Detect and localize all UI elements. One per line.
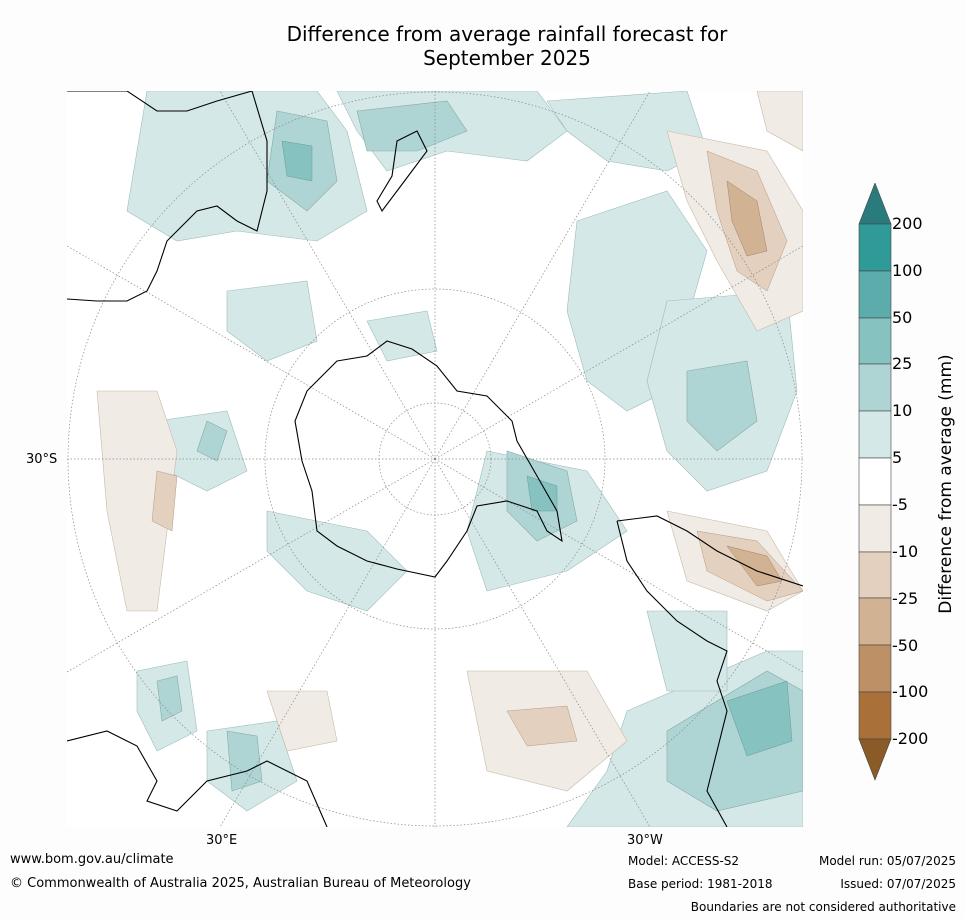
very-wet-anomaly-areas [281, 140, 793, 757]
australia-coastline [67, 91, 268, 302]
copyright-text: © Commonwealth of Australia 2025, Austra… [10, 876, 471, 891]
south-america-coastline [616, 515, 803, 827]
colorbar-tick: 5 [892, 448, 903, 467]
colorbar-under-arrow [858, 738, 892, 781]
colorbar-tick: 10 [892, 401, 913, 420]
colorbar-tick: 100 [892, 261, 923, 280]
rainfall-anomaly-map [67, 91, 803, 827]
strong-wet-anomaly-areas [156, 100, 803, 812]
title-line-2: September 2025 [423, 46, 591, 70]
model-run-date: Model run: 05/07/2025 [818, 854, 956, 868]
colorbar-tick: -25 [892, 589, 919, 608]
colorbar-over-arrow [858, 183, 892, 225]
issued-date: Issued: 07/07/2025 [840, 877, 956, 891]
colorbar [858, 183, 892, 781]
antarctica-coastline [294, 340, 563, 578]
colorbar-tick: -50 [892, 636, 919, 655]
new-zealand-coastline [376, 130, 428, 213]
coastlines [67, 91, 803, 827]
colorbar-tick: 50 [892, 308, 913, 327]
colorbar-tick: -100 [892, 682, 929, 701]
map-title: Difference from average rainfall forecas… [0, 22, 965, 70]
website-link[interactable]: www.bom.gov.au/climate [10, 852, 174, 867]
map-canvas [67, 91, 803, 827]
very-dry-anomaly-areas [726, 180, 783, 587]
colorbar-tick: 25 [892, 354, 913, 373]
boundary-disclaimer: Boundaries are not considered authoritat… [690, 900, 956, 914]
longitude-label-30w: 30°W [627, 833, 663, 848]
longitude-label-30e: 30°E [206, 833, 238, 848]
colorbar-tick: -5 [892, 495, 908, 514]
latitude-label-30s: 30°S [26, 452, 58, 467]
africa-coastline [67, 730, 328, 827]
graticule [67, 91, 803, 827]
colorbar-tick: -10 [892, 542, 919, 561]
colorbar-tick: -200 [892, 729, 929, 748]
colorbar-label: Difference from average (mm) [936, 354, 956, 614]
model-name: Model: ACCESS-S2 [628, 854, 740, 868]
base-period: Base period: 1981-2018 [628, 877, 773, 891]
colorbar-tick: 200 [892, 214, 923, 233]
title-line-1: Difference from average rainfall forecas… [286, 22, 728, 46]
